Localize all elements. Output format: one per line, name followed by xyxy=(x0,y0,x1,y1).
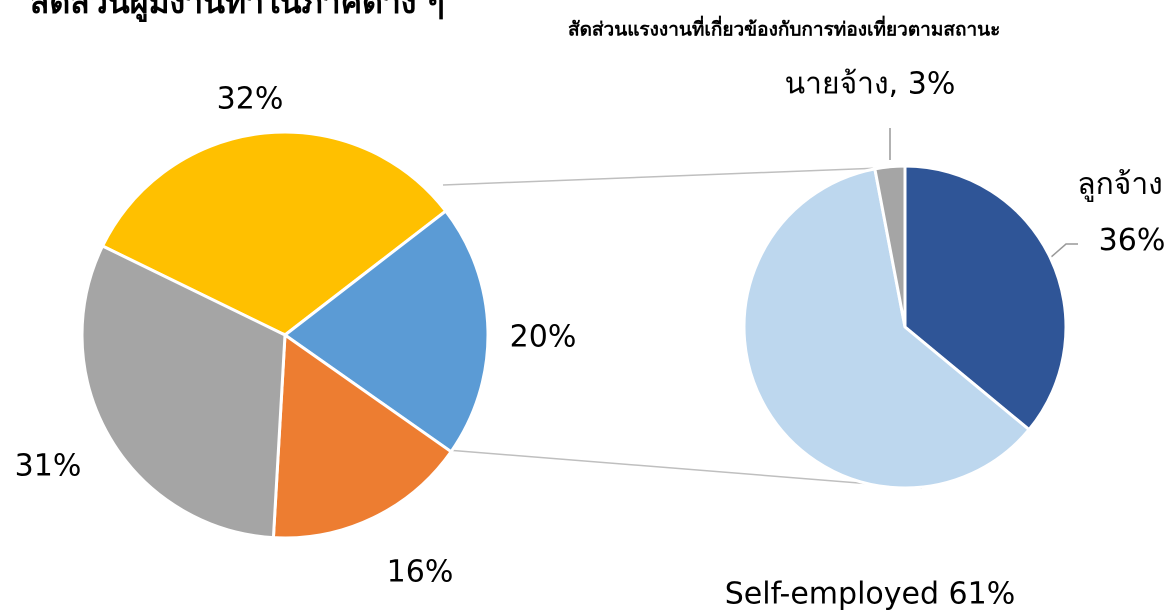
pie-slice xyxy=(873,164,907,328)
pie-slice xyxy=(271,332,454,540)
chart-subtitle: สัดส่วนแรงงานที่เกี่ยวข้องกับการท่องเที่… xyxy=(568,16,1000,41)
pie-slice xyxy=(903,164,1068,432)
connector-line xyxy=(442,166,906,186)
pie-slice xyxy=(100,130,448,337)
leader-line xyxy=(1049,243,1078,259)
data-label: ลูกจ้าง 36% xyxy=(1077,167,1165,258)
data-label: 32% xyxy=(217,82,284,117)
data-label: Self-employed 61% xyxy=(725,577,1015,612)
pie-slice xyxy=(80,244,287,540)
data-label: นายจ้าง, 3% xyxy=(785,67,956,102)
data-label: 20% xyxy=(510,320,577,355)
connector-line xyxy=(446,449,923,489)
chart-title: สัดส่วนผู้มีงานทำในภาคต่าง ๆ xyxy=(30,0,445,23)
data-label: 16% xyxy=(387,555,454,590)
pie-slice xyxy=(282,208,490,454)
data-label: 31% xyxy=(15,449,82,484)
pie-slice xyxy=(742,167,1032,490)
